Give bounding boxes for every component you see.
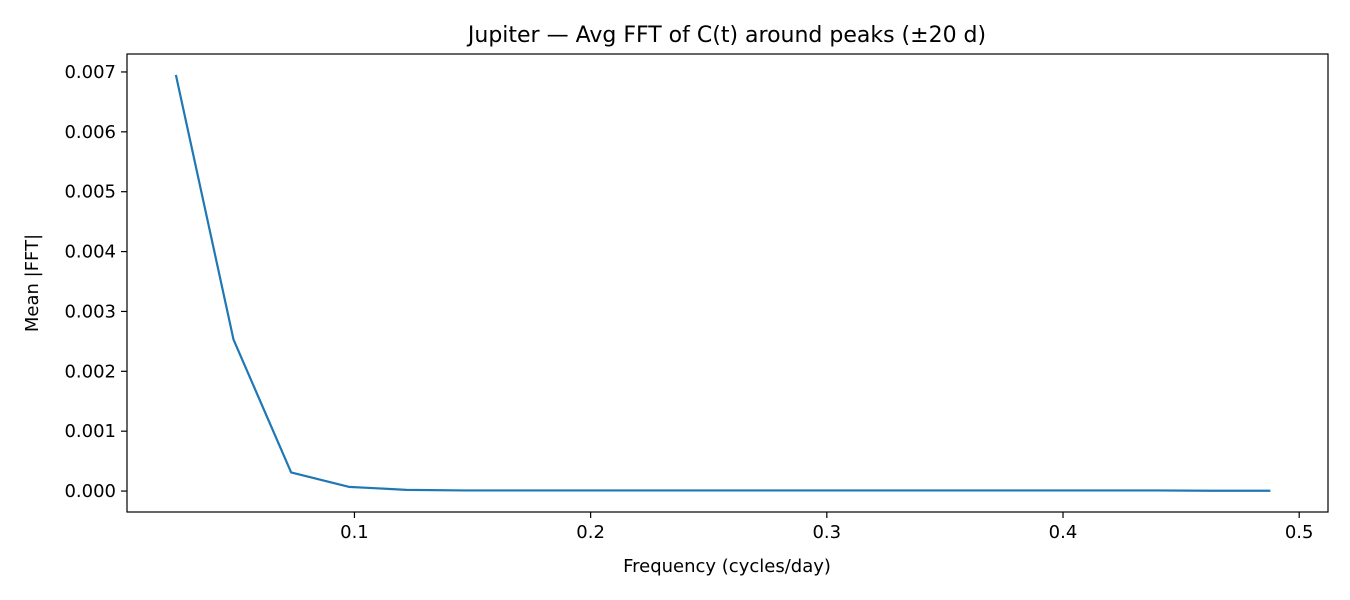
series-line [174, 74, 1271, 492]
y-tick-label: 0.005 [64, 182, 116, 203]
x-tick-label: 0.2 [576, 522, 605, 543]
y-tick-label: 0.000 [64, 481, 116, 502]
y-tick-label: 0.002 [64, 361, 116, 382]
x-tick-label: 0.4 [1049, 522, 1078, 543]
y-tick-label: 0.006 [64, 122, 116, 143]
plot-area: 0.1 0.2 0.3 0.4 0.5 0.000 0.001 0.002 0.003 0.004… [64, 53, 1329, 543]
plot-frame [126, 53, 1329, 513]
y-tick-label: 0.004 [64, 242, 116, 263]
chart-title: Jupiter — Avg FFT of C(t) around peaks (… [466, 23, 986, 48]
x-tick-label: 0.3 [812, 522, 841, 543]
x-tick-label: 0.5 [1285, 522, 1314, 543]
y-tick-label: 0.003 [64, 301, 116, 322]
y-axis-label: Mean |FFT| [22, 234, 43, 332]
x-axis-label: Frequency (cycles/day) [623, 556, 831, 577]
x-tick-label: 0.1 [340, 522, 369, 543]
y-tick-label: 0.001 [64, 421, 116, 442]
y-tick-label: 0.007 [64, 62, 116, 83]
